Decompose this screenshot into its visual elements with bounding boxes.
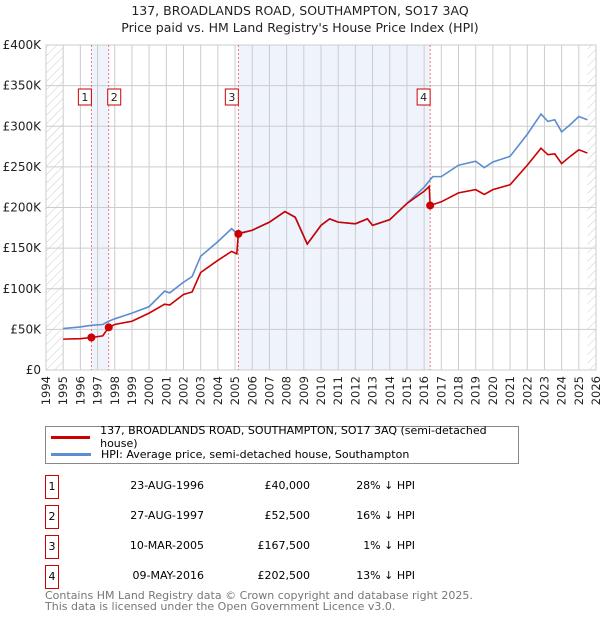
x-tick-label: 2026 [589, 376, 600, 405]
x-tick-label: 1994 [39, 376, 53, 405]
x-tick-label: 2007 [262, 376, 276, 405]
x-tick-label: 2017 [434, 376, 448, 405]
x-tick-label: 2025 [572, 376, 586, 405]
y-tick-label: £150K [3, 241, 43, 255]
x-tick-label: 2018 [452, 376, 466, 405]
chart-title: 137, BROADLANDS ROAD, SOUTHAMPTON, SO17 … [131, 3, 469, 18]
x-tick-label: 1999 [125, 376, 139, 405]
sale-label-box [416, 88, 431, 106]
x-tick-label: 1996 [73, 376, 87, 405]
x-tick-label: 1995 [56, 376, 70, 405]
sale-hpi-diff: 28% ↓ HPI [356, 479, 415, 492]
x-tick-label: 2003 [194, 376, 208, 405]
sale-number: 1 [45, 475, 59, 499]
x-tick-label: 2016 [417, 376, 431, 405]
x-tick-label: 2004 [211, 376, 225, 405]
sale-label-box [224, 88, 239, 106]
sale-label: 3 [228, 91, 235, 104]
sale-number: 4 [45, 565, 59, 589]
x-tick-label: 2011 [331, 376, 345, 405]
y-tick-label: £200K [3, 201, 43, 215]
x-tick-label: 2021 [503, 376, 517, 405]
x-tick-label: 2008 [280, 376, 294, 405]
sale-price: £52,500 [264, 509, 311, 522]
plot-frame [45, 44, 597, 371]
x-tick-label: 2024 [555, 376, 569, 405]
sale-price: £202,500 [257, 569, 311, 582]
y-tick-label: £50K [10, 322, 42, 336]
x-tick-label: 2014 [383, 376, 397, 405]
y-tick-label: £400K [3, 38, 43, 52]
y-tick-label: £100K [3, 282, 43, 296]
x-tick-label: 2000 [142, 376, 156, 405]
sale-number: 2 [45, 505, 59, 529]
y-tick-label: £350K [3, 79, 43, 93]
sale-label: 4 [420, 91, 427, 104]
sale-date: 23-AUG-1996 [130, 479, 204, 492]
sale-label: 1 [81, 91, 88, 104]
legend-label-property: 137, BROADLANDS ROAD, SOUTHAMPTON, SO17 … [100, 424, 487, 450]
legend-swatch-hpi [51, 452, 91, 456]
y-tick-label: £0 [26, 363, 41, 377]
y-tick-label: £250K [3, 160, 43, 174]
y-tick-label: £300K [3, 119, 43, 133]
x-tick-label: 2015 [400, 376, 414, 405]
sale-point [426, 201, 435, 210]
sale-label: 2 [111, 91, 118, 104]
legend-label-hpi: HPI: Average price, semi-detached house,… [101, 447, 410, 461]
chart-subtitle: Price paid vs. HM Land Registry's House … [121, 20, 479, 35]
sale-label-box [77, 88, 92, 106]
price-chart: 1994 1995 1996 1997 1998 1999 2000 2001 2002 2003… [3, 38, 600, 405]
sale-row: 2 27-AUG-1997 £52,500 16% ↓ HPI [45, 505, 445, 529]
sale-price: £167,500 [257, 539, 311, 552]
x-tick-label: 2022 [520, 376, 534, 405]
sale-row: 1 23-AUG-1996 £40,000 28% ↓ HPI [45, 475, 445, 499]
sale-label-box [107, 88, 122, 106]
sale-row: 4 09-MAY-2016 £202,500 13% ↓ HPI [45, 565, 445, 589]
footer-line-1: Contains HM Land Registry data © Crown c… [45, 589, 473, 602]
x-tick-label: 2001 [159, 376, 173, 405]
x-tick-label: 1997 [91, 376, 105, 405]
x-tick-label: 2019 [469, 376, 483, 405]
sale-hpi-diff: 1% ↓ HPI [363, 539, 415, 552]
x-tick-label: 2012 [348, 376, 362, 405]
x-tick-label: 2006 [245, 376, 259, 405]
sale-point [104, 323, 113, 332]
x-tick-label: 2009 [297, 376, 311, 405]
x-tick-label: 2020 [486, 376, 500, 405]
x-tick-label: 2013 [366, 376, 380, 405]
footer-line-2: This data is licensed under the Open Gov… [45, 600, 396, 613]
legend-swatch-property [51, 435, 91, 439]
sale-point [87, 333, 96, 342]
sale-hpi-diff: 16% ↓ HPI [356, 509, 415, 522]
x-tick-label: 1998 [108, 376, 122, 405]
x-tick-label: 2002 [177, 376, 191, 405]
x-tick-label: 2005 [228, 376, 242, 405]
footer: Contains HM Land Registry data © Crown c… [45, 590, 473, 612]
x-tick-label: 2023 [537, 376, 551, 405]
sale-price: £40,000 [264, 479, 311, 492]
sale-number: 3 [45, 535, 59, 559]
sale-point [234, 229, 243, 238]
sale-date: 09-MAY-2016 [132, 569, 204, 582]
sale-hpi-diff: 13% ↓ HPI [356, 569, 415, 582]
sale-date: 27-AUG-1997 [130, 509, 204, 522]
property-price-line [63, 147, 588, 340]
legend: 137, BROADLANDS ROAD, SOUTHAMPTON, SO17 … [45, 424, 519, 464]
x-tick-label: 2010 [314, 376, 328, 405]
sale-row: 3 10-MAR-2005 £167,500 1% ↓ HPI [45, 535, 445, 559]
sale-date: 10-MAR-2005 [129, 539, 204, 552]
